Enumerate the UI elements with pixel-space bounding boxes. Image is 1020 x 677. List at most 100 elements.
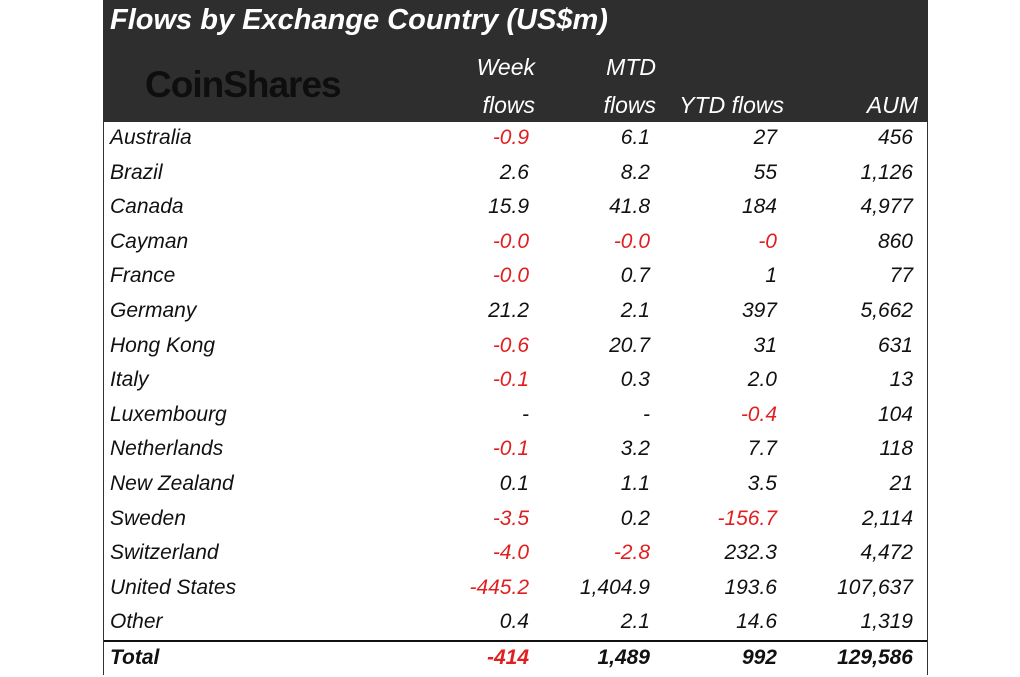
table-title: Flows by Exchange Country (US$m) [110,4,608,36]
country-name: Canada [110,195,184,219]
cell-week: -0.1 [492,368,529,392]
cell-aum: 2,114 [862,506,913,530]
cell-aum: 77 [889,264,913,288]
cell-week: 2.6 [499,160,529,184]
cell-week: -0.1 [492,437,529,461]
cell-mtd: 8.2 [620,160,650,184]
cell-week: 0.1 [499,472,529,495]
total-aum: 129,586 [837,646,913,669]
cell-mtd: 2.1 [620,610,650,634]
cell-week: -0.9 [492,126,529,149]
cell-aum: 1,319 [860,610,913,634]
cell-ytd: 3.5 [747,472,777,495]
country-name: New Zealand [110,472,234,495]
country-name: Brazil [110,160,163,184]
cell-mtd: 1.1 [620,472,650,495]
country-name: Sweden [110,506,186,530]
cell-mtd: 41.8 [609,195,650,219]
cell-week: 21.2 [488,299,529,322]
cell-week: -4.0 [492,541,529,565]
cell-aum: 4,472 [860,541,913,565]
cell-aum: 107,637 [837,575,913,599]
country-name: Hong Kong [110,333,216,357]
cell-mtd: 3.2 [620,437,650,461]
column-header-aum: AUM [866,92,918,118]
table-row: Luxembourg - - -0.4 104 [104,399,927,434]
country-name: Germany [110,299,197,322]
column-header-ytd: YTD flows [679,92,784,118]
table-row: Brazil 2.6 8.2 55 1,126 [104,157,927,192]
cell-aum: 1,126 [860,160,913,184]
cell-week: -445.2 [469,575,529,599]
cell-mtd: -2.8 [613,541,650,565]
total-ytd: 992 [741,646,777,669]
cell-week: -3.5 [492,506,529,530]
cell-mtd: 1,404.9 [579,575,650,599]
cell-ytd: 1 [765,264,777,288]
country-name: Luxembourg [110,402,227,426]
cell-mtd: 0.3 [620,368,650,392]
cell-ytd: 27 [753,126,777,149]
cell-ytd: 55 [753,160,777,184]
cell-ytd: 31 [753,333,777,357]
table-row: Sweden -3.5 0.2 -156.7 2,114 [104,503,927,538]
cell-aum: 456 [877,126,913,149]
cell-ytd: -0.4 [740,402,777,426]
cell-aum: 5,662 [860,299,913,322]
cell-ytd: 232.3 [724,541,777,565]
cell-ytd: -156.7 [717,506,777,530]
country-name: Australia [110,126,192,149]
cell-ytd: 397 [741,299,777,322]
table-row: Other 0.4 2.1 14.6 1,319 [104,606,927,641]
cell-ytd: 14.6 [736,610,777,634]
cell-week: 0.4 [499,610,529,634]
cell-mtd: 0.7 [620,264,650,288]
cell-mtd: 0.2 [620,506,650,530]
table-row: United States -445.2 1,404.9 193.6 107,637 [104,572,927,607]
coinshares-logo: CoinShares [145,64,342,105]
table-row: Australia -0.9 6.1 27 456 [104,122,927,157]
cell-week: -0.6 [492,333,529,357]
country-name: France [110,264,176,288]
cell-aum: 21 [889,472,913,495]
country-name: Switzerland [110,541,219,565]
cell-aum: 631 [877,333,913,357]
cell-aum: 4,977 [860,195,913,219]
table-row: France -0.0 0.7 1 77 [104,260,927,295]
country-name: Italy [110,368,149,392]
table-row: Hong Kong -0.6 20.7 31 631 [104,330,927,365]
cell-mtd: -0.0 [613,229,650,253]
table-row: Switzerland -4.0 -2.8 232.3 4,472 [104,537,927,572]
cell-ytd: 7.7 [747,437,777,461]
total-mtd: 1,489 [597,646,650,669]
country-name: Other [110,610,163,634]
column-header-mtd-line2: flows [603,92,656,118]
total-row: Total -414 1,489 992 129,586 [104,640,927,677]
table-row: New Zealand 0.1 1.1 3.5 21 [104,468,927,503]
table-header: Flows by Exchange Country (US$m) CoinSha… [103,0,928,122]
cell-mtd: 2.1 [620,299,650,322]
country-name: United States [110,575,237,599]
table-row: Italy -0.1 0.3 2.0 13 [104,364,927,399]
cell-aum: 13 [889,368,913,392]
cell-mtd: 20.7 [609,333,650,357]
table-row: Netherlands -0.1 3.2 7.7 118 [104,433,927,468]
cell-aum: 104 [877,402,913,426]
cell-aum: 860 [877,229,913,253]
country-name: Cayman [110,229,189,253]
table-row: Germany 21.2 2.1 397 5,662 [104,295,927,330]
total-week: -414 [486,646,529,669]
cell-week: -0.0 [492,229,529,253]
table-row: Cayman -0.0 -0.0 -0 860 [104,226,927,261]
column-header-week-line2: flows [482,92,535,118]
cell-ytd: -0 [758,229,777,253]
flows-table: Flows by Exchange Country (US$m) CoinSha… [103,0,928,675]
total-label: Total [110,646,160,669]
cell-aum: 118 [879,437,913,461]
column-header-mtd: MTD flows [604,48,656,124]
cell-mtd: - [643,402,650,426]
cell-ytd: 193.6 [724,575,777,599]
country-name: Netherlands [110,437,224,461]
column-header-week-line1: Week [476,54,535,80]
cell-ytd: 184 [741,195,777,219]
